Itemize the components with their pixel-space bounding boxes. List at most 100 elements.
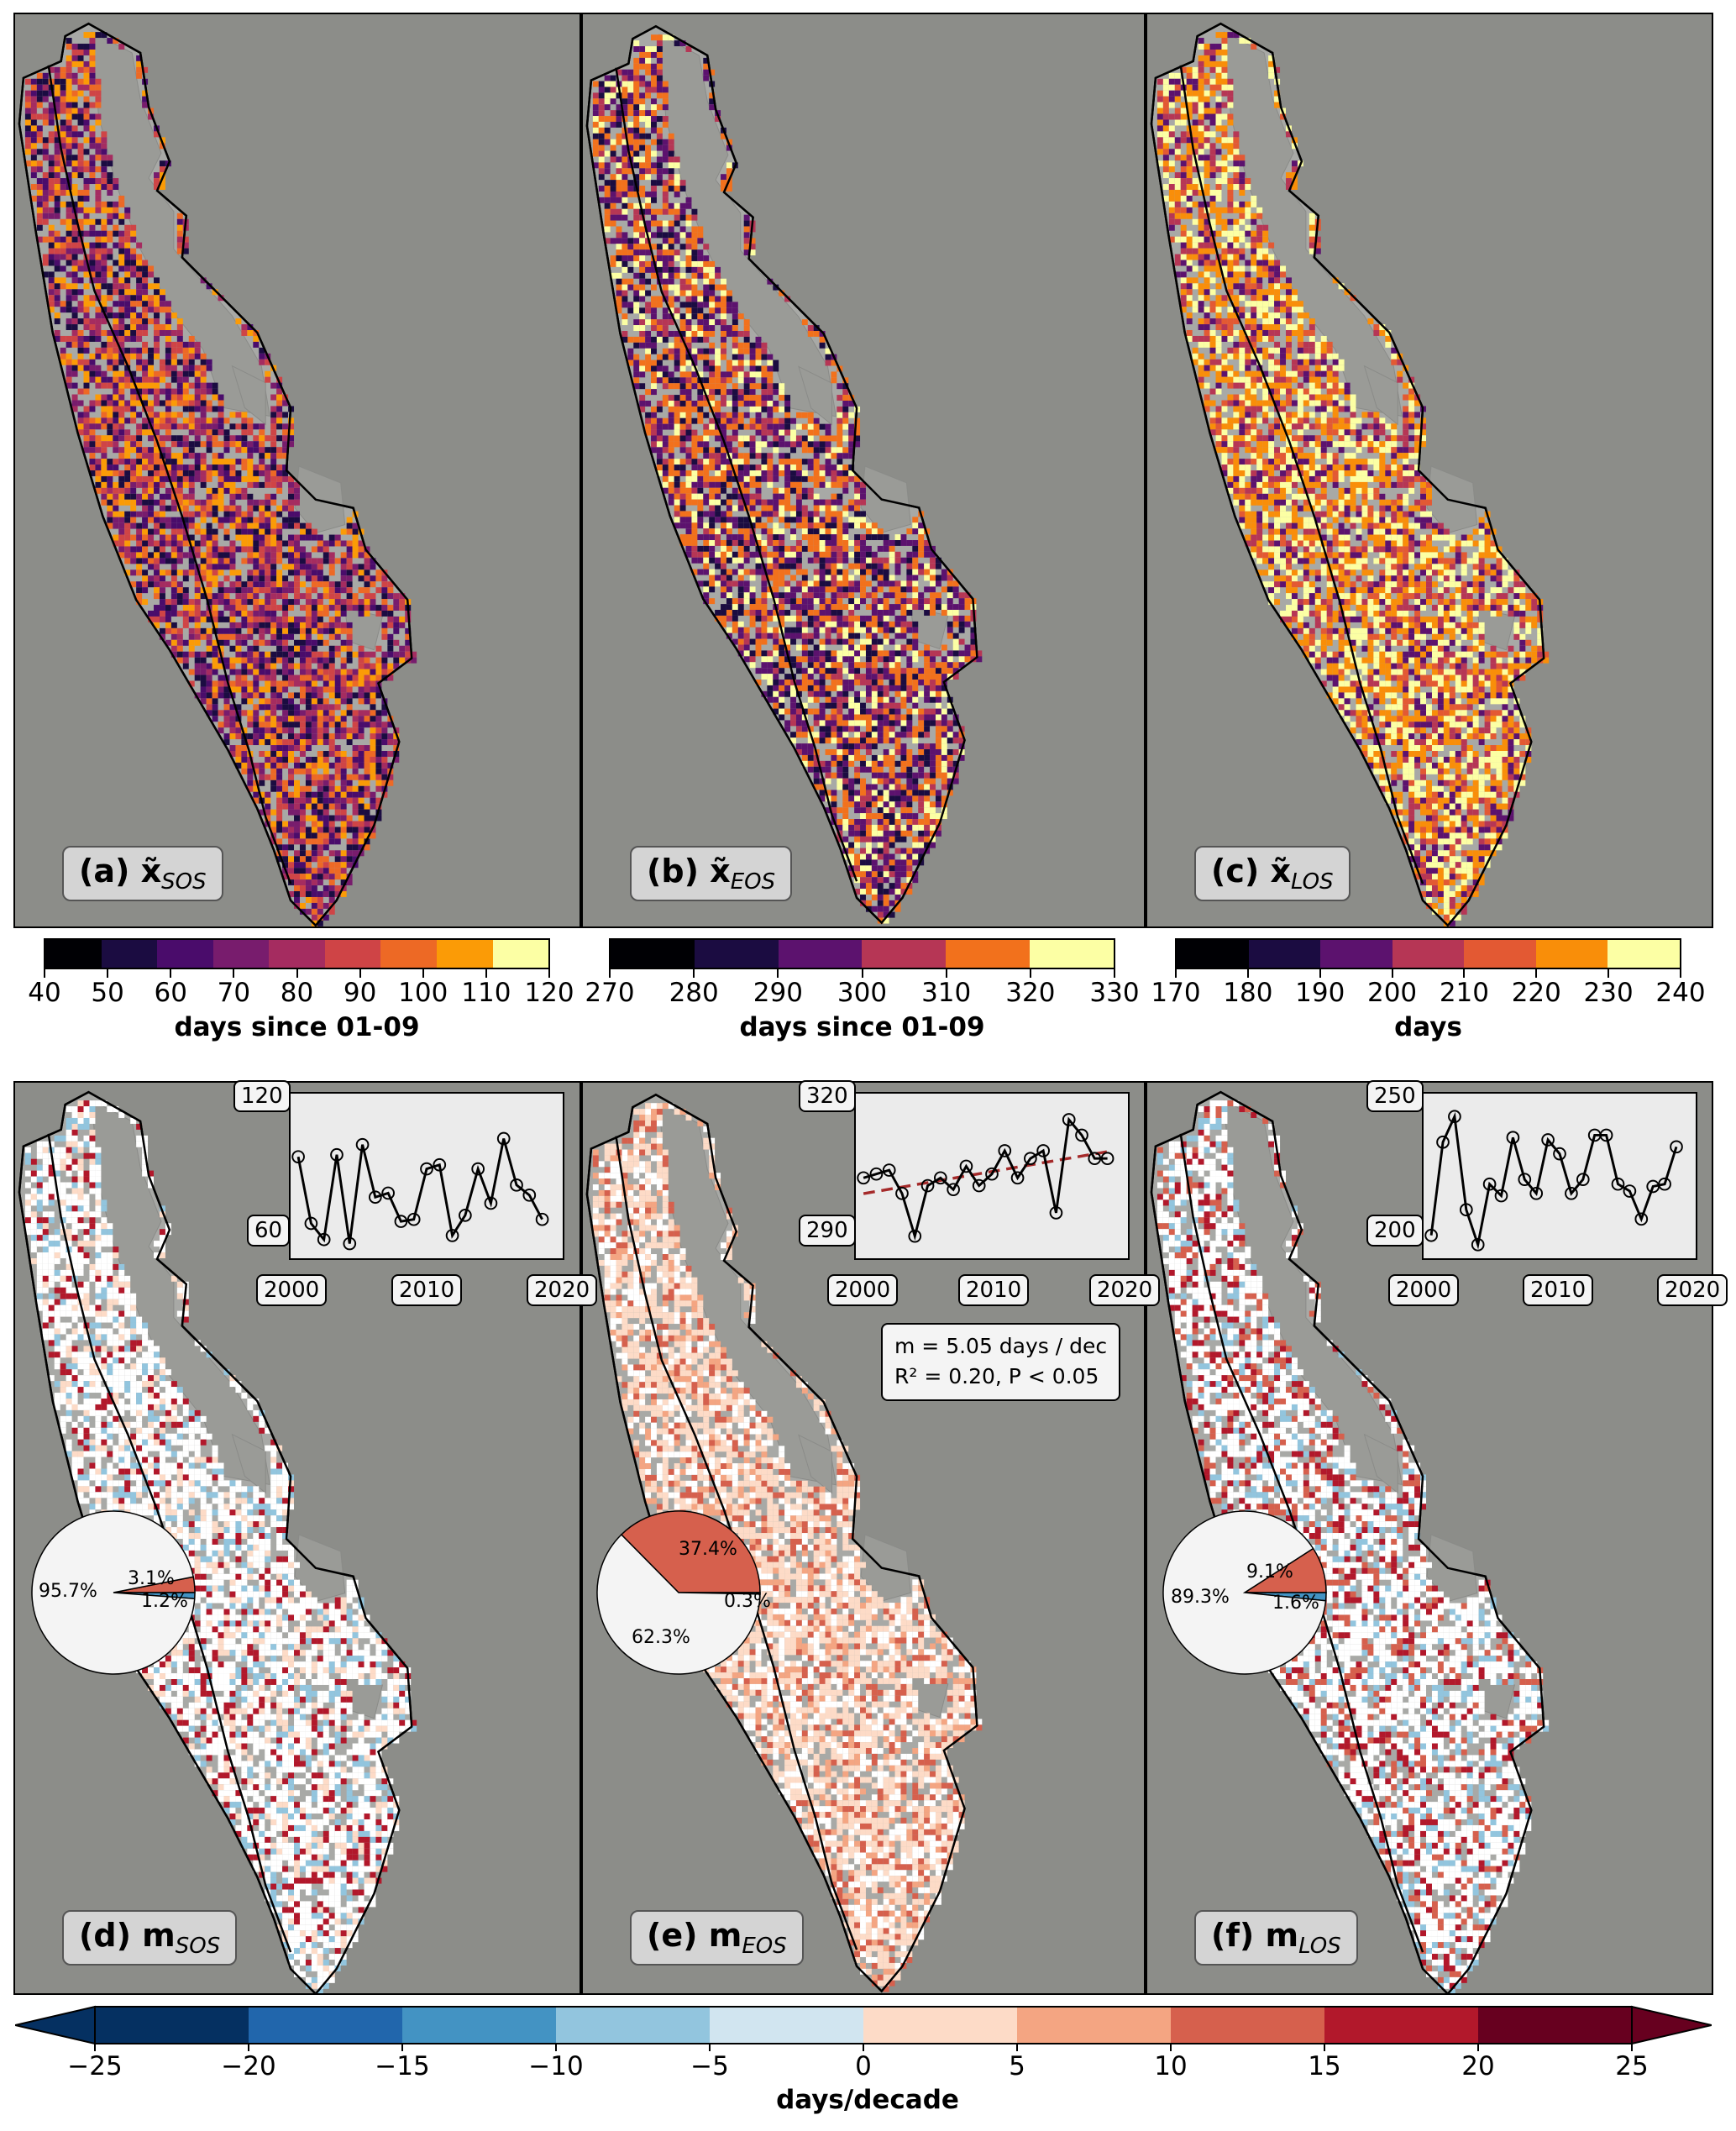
- inset-f-xtick-2010: 2010: [1523, 1274, 1594, 1306]
- colorbar-tick-mark: [248, 2043, 249, 2051]
- los-colorbar-strip: [1175, 938, 1681, 969]
- data-point: [355, 1137, 370, 1152]
- colorbar-tick-label: 80: [280, 978, 314, 1008]
- inset-d-ytick-top: 120: [233, 1080, 291, 1112]
- data-point: [972, 1178, 986, 1193]
- colorbar-tick-mark: [1680, 969, 1681, 978]
- trend-colorbar-label: days/decade: [776, 2085, 959, 2115]
- colorbar-tick-mark: [555, 2043, 557, 2051]
- sos-map: [18, 22, 417, 926]
- data-point: [459, 1209, 472, 1222]
- colorbar-tick-mark: [1114, 969, 1115, 978]
- plateau-mask: [798, 365, 832, 426]
- data-point: [959, 1159, 973, 1173]
- colorbar-tick-label: 5: [1009, 2051, 1025, 2081]
- inset-e-xtick-2000: 2000: [827, 1274, 899, 1306]
- pie-f-large-label: 89.3%: [1171, 1587, 1230, 1608]
- trend-line: [863, 1150, 1108, 1195]
- inset-e-ytick-bottom: 290: [799, 1215, 856, 1247]
- inset-f-xtick-2000: 2000: [1388, 1274, 1460, 1306]
- colorbar-bin: [324, 940, 381, 968]
- region-border: [1150, 22, 1545, 926]
- data-point: [1036, 1144, 1050, 1157]
- colorbar-tick-mark: [1477, 2043, 1479, 2051]
- colorbar-tick-mark: [1608, 969, 1610, 978]
- inset-f-xtick-2020: 2020: [1657, 1274, 1728, 1306]
- colorbar-tick-label: 20: [1461, 2051, 1495, 2081]
- data-point: [1634, 1212, 1649, 1226]
- colorbar-bin: [1320, 940, 1392, 968]
- colorbar-tick-mark: [863, 2043, 864, 2051]
- data-point: [1576, 1173, 1590, 1187]
- data-point: [471, 1162, 485, 1176]
- trend-slope-text: m = 5.05 days / dec: [894, 1334, 1108, 1358]
- data-point: [985, 1167, 999, 1181]
- eos-colorbar: 270 280 290 300 310 320 330 days since 01-09: [585, 938, 1140, 1047]
- data-point: [1541, 1133, 1555, 1147]
- inset-f-ytick-top: 250: [1366, 1080, 1424, 1112]
- colorbar-tick-label: 50: [91, 978, 124, 1008]
- colorbar-bin: [863, 2007, 1018, 2044]
- watershed-divide: [615, 67, 858, 882]
- colorbar-tick-mark: [107, 969, 109, 978]
- sos-colorbar-strip: [44, 938, 550, 969]
- data-point: [369, 1190, 382, 1205]
- region-border: [1150, 1090, 1545, 1993]
- eos-map: [585, 24, 983, 925]
- data-point: [1088, 1152, 1102, 1166]
- region-border: [585, 1093, 978, 1993]
- colorbar-extend-min: [15, 2005, 96, 2045]
- los-colorbar: 170 180 190 200 210 220 230 240 days: [1151, 938, 1706, 1047]
- colorbar-tick-label: 310: [921, 978, 972, 1008]
- trend-colorbar: [15, 2005, 1712, 2045]
- colorbar-tick-mark: [693, 969, 695, 978]
- pie-d-large-label: 95.7%: [39, 1581, 97, 1602]
- no-trend-slice: [31, 1510, 196, 1675]
- data-point: [1658, 1177, 1671, 1191]
- pie-d-positive-label: 3.1%: [128, 1568, 175, 1589]
- data-point: [895, 1186, 909, 1200]
- panel-b-label: (b) x̃EOS: [630, 846, 793, 901]
- data-point: [535, 1212, 549, 1226]
- colorbar-tick-label: 230: [1583, 978, 1634, 1008]
- data-point: [1459, 1203, 1473, 1217]
- data-point: [1424, 1228, 1438, 1242]
- data-point: [1024, 1152, 1037, 1166]
- colorbar-bin: [380, 940, 437, 968]
- colorbar-tick-label: 110: [461, 978, 511, 1008]
- data-point: [1599, 1128, 1613, 1142]
- data-point: [1471, 1237, 1485, 1252]
- colorbar-bin: [1248, 940, 1321, 968]
- plateau-mask: [1363, 1433, 1398, 1494]
- data-point: [433, 1157, 447, 1172]
- eos-trend-map: [585, 1093, 983, 1993]
- colorbar-bin: [249, 2007, 403, 2044]
- colorbar-tick-label: 0: [855, 2051, 872, 2081]
- no-trend-slice: [1162, 1510, 1327, 1675]
- sos-colorbar: 40 50 60 70 80 90 100 110 120 days since 01-09: [28, 938, 574, 1047]
- colorbar-tick-mark: [170, 969, 172, 978]
- panel-d-label: (d) mSOS: [62, 1910, 238, 1966]
- colorbar-tick-mark: [609, 969, 611, 978]
- data-point: [1062, 1113, 1076, 1126]
- pie-d-negative-label: 1.2%: [141, 1591, 188, 1612]
- colorbar-tick-label: 120: [524, 978, 574, 1008]
- colorbar-tick-mark: [296, 969, 298, 978]
- colorbar-tick-mark: [485, 969, 487, 978]
- colorbar-bin: [95, 2007, 249, 2044]
- colorbar-tick-label: 190: [1295, 978, 1345, 1008]
- data-point: [1553, 1147, 1566, 1161]
- panel-f-label: (f) mLOS: [1194, 1910, 1358, 1966]
- colorbar-tick-mark: [44, 969, 45, 978]
- panel-c-map: (c) x̃LOS: [1146, 13, 1713, 928]
- timeseries-plot: [1424, 1110, 1683, 1252]
- pie-f-negative-label: 1.6%: [1272, 1593, 1319, 1614]
- eos-trend-pie: [596, 1510, 761, 1675]
- colorbar-bin: [1535, 940, 1608, 968]
- colorbar-bin: [1017, 2007, 1172, 2044]
- data-point: [1506, 1131, 1520, 1145]
- colorbar-tick-label: 15: [1308, 2051, 1341, 2081]
- colorbar-bin: [611, 940, 695, 968]
- colorbar-bin: [1464, 940, 1536, 968]
- colorbar-bin: [1608, 940, 1681, 968]
